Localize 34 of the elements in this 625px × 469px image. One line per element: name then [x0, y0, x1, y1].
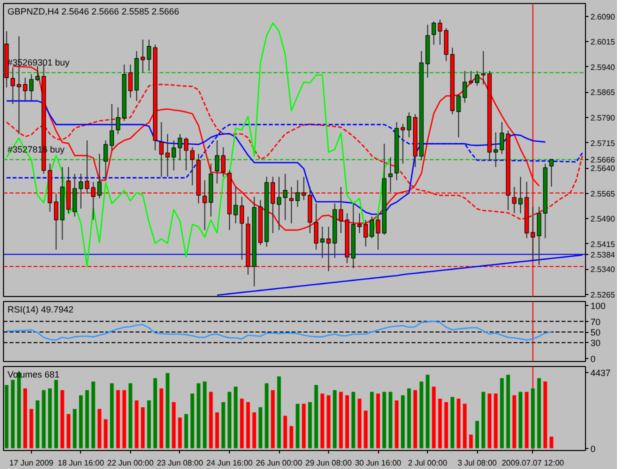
x-tick-label: 22 Jun 00:00: [107, 458, 154, 468]
y-tick-label: 0: [590, 354, 596, 364]
ref-line-label: 2.5384: [590, 250, 616, 260]
y-tick-label: 2.5565: [590, 189, 616, 198]
x-tick-label: 24 Jun 16:00: [206, 458, 254, 468]
y-tick-label: 2.5790: [590, 113, 616, 122]
y-tick-label: 2.6090: [590, 12, 616, 22]
x-tick-label: 26 Jun 00:00: [256, 458, 303, 468]
x-tick-label: 29 Jun 08:00: [305, 458, 352, 468]
y-tick-label: 2.5490: [590, 214, 616, 224]
chart-title: RSI(14) 49.7942: [8, 304, 74, 314]
y-tick-label: 70: [590, 316, 601, 327]
y-tick-label: 2.5865: [590, 88, 616, 98]
x-tick-label: 2009.07.07 12:00: [502, 458, 565, 468]
x-tick-label: 17 Jun 2009: [9, 458, 54, 468]
chart-title: GBPNZD,H4 2.5646 2.5666 2.5585 2.5666: [8, 6, 180, 16]
y-tick-label: 2.5666: [590, 155, 616, 164]
y-tick-label: 2.5340: [590, 265, 616, 274]
y-tick-label: 2.6015: [590, 38, 616, 47]
y-tick-label: 4437: [590, 368, 611, 378]
x-tick-label: 2 Jul 00:00: [408, 458, 448, 468]
y-tick-label: 30: [590, 338, 601, 348]
y-tick-label: 0: [590, 444, 596, 454]
y-tick-label: 2.5940: [590, 62, 616, 72]
x-tick-label: 30 Jun 16:00: [354, 458, 402, 468]
x-tick-label: 18 Jun 16:00: [58, 458, 105, 468]
y-tick-label: 50: [590, 328, 601, 338]
y-tick-label: 100: [590, 300, 606, 311]
y-tick-label: 2.5715: [590, 138, 616, 148]
y-tick-label: 2.5265: [590, 290, 616, 300]
y-tick-label: 2.5415: [590, 240, 616, 249]
x-tick-label: 23 Jun 08:00: [156, 458, 204, 468]
x-tick-label: 3 Jul 08:00: [458, 458, 498, 468]
y-tick-label: 2.5640: [590, 164, 616, 174]
